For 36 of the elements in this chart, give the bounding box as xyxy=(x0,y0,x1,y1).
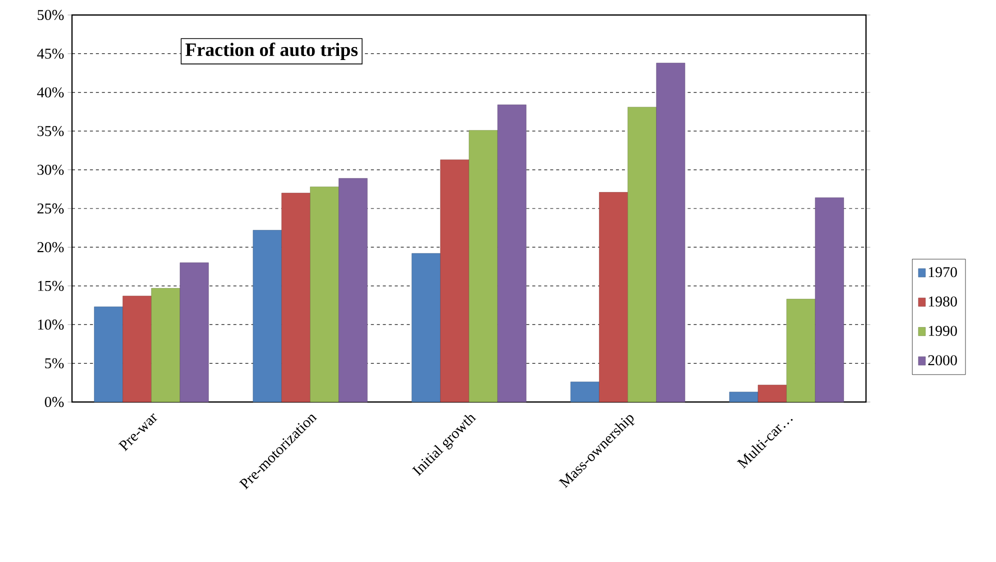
bar xyxy=(281,192,310,402)
legend-label: 1980 xyxy=(928,296,957,307)
y-tick-label: 30% xyxy=(38,164,64,175)
bar xyxy=(570,382,600,402)
bar xyxy=(252,230,282,402)
legend-label: 1990 xyxy=(928,326,957,336)
text: Fraction of auto trips xyxy=(185,42,358,60)
bar xyxy=(628,106,657,402)
y-tick-label: 40% xyxy=(37,87,64,98)
bar xyxy=(815,198,844,402)
legend-label: 2000 xyxy=(928,355,957,366)
y-tick-label: 20% xyxy=(37,242,64,252)
y-tick-label: 50% xyxy=(38,10,64,20)
y-tick-label: 5% xyxy=(45,358,64,368)
legend-label: 1970 xyxy=(928,267,957,278)
bar xyxy=(94,306,123,402)
y-tick-label: 25% xyxy=(37,203,64,214)
bar xyxy=(758,384,787,402)
bar xyxy=(180,262,209,402)
y-tick-label: 10% xyxy=(38,320,64,330)
bar xyxy=(729,392,758,402)
bar xyxy=(656,62,686,402)
bar xyxy=(786,298,816,402)
bar xyxy=(440,160,470,402)
y-tick-label: 35% xyxy=(38,126,64,136)
y-tick-label: 15% xyxy=(38,280,64,291)
bar xyxy=(338,178,368,402)
bar xyxy=(468,130,498,402)
bar xyxy=(122,296,152,402)
bar xyxy=(151,288,180,402)
y-tick-label: 0% xyxy=(44,396,64,408)
bar xyxy=(497,104,526,402)
y-tick-label: 45% xyxy=(37,48,64,59)
bar xyxy=(310,186,339,402)
bar xyxy=(599,192,628,402)
bar xyxy=(412,253,441,402)
